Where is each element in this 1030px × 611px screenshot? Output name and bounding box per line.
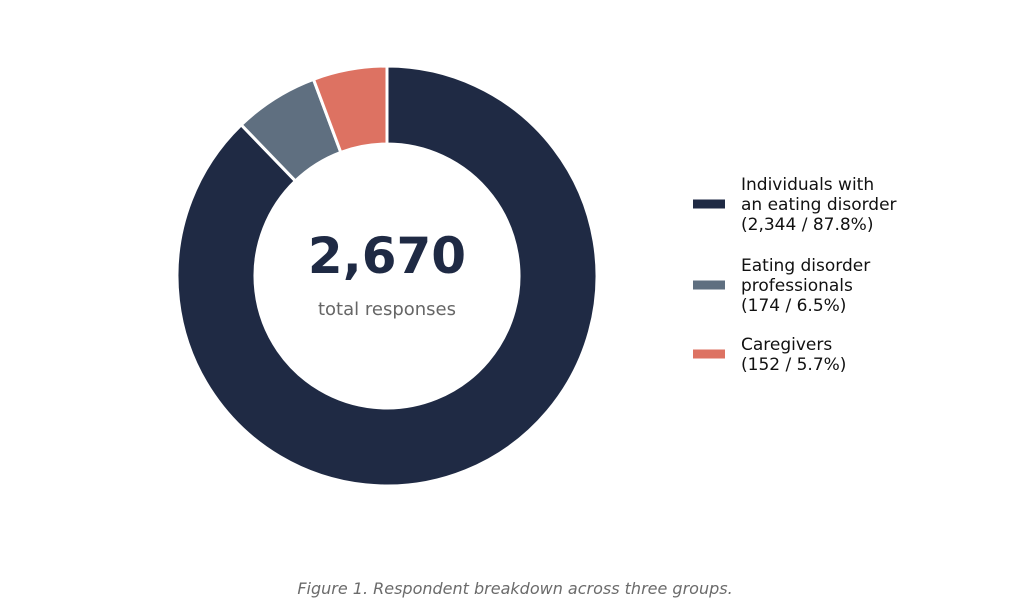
- legend-label-3-line-1: Caregivers: [741, 335, 832, 355]
- legend-swatch-3: [693, 349, 725, 359]
- legend-swatch-2: [693, 280, 725, 290]
- legend-label-2-line-3: (174 / 6.5%): [741, 296, 846, 316]
- legend-swatch-1: [693, 199, 725, 209]
- donut-slices: [175, 64, 599, 488]
- center-label: total responses: [318, 299, 456, 320]
- center-total: 2,670: [308, 227, 466, 285]
- donut-slice-3: [311, 64, 389, 154]
- figure-caption: Figure 1. Respondent breakdown across th…: [297, 579, 733, 598]
- legend-label-2-line-1: Eating disorder: [741, 256, 870, 276]
- donut-slice-1: [175, 64, 599, 488]
- legend-label-3-line-2: (152 / 5.7%): [741, 355, 846, 375]
- legend-label-2-line-2: professionals: [741, 276, 853, 296]
- legend-label-1-line-1: Individuals with: [741, 175, 874, 195]
- legend-label-1-line-2: an eating disorder: [741, 195, 897, 215]
- legend-label-1-line-3: (2,344 / 87.8%): [741, 215, 873, 235]
